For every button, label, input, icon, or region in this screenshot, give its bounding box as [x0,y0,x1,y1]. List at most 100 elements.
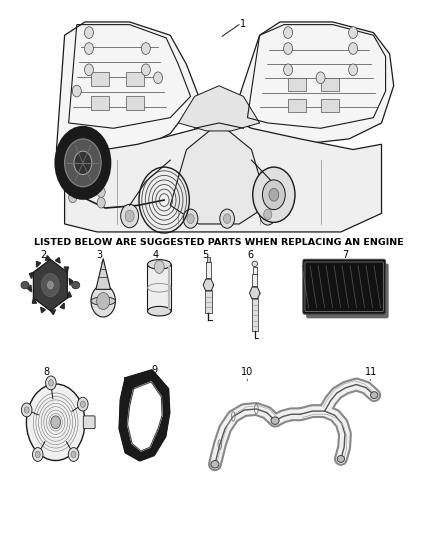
Polygon shape [67,292,71,298]
Circle shape [78,397,88,411]
Text: 9: 9 [151,366,157,375]
Text: 3: 3 [96,249,102,260]
Polygon shape [36,262,41,267]
Ellipse shape [211,461,219,468]
Circle shape [42,273,59,296]
Text: 11: 11 [365,367,378,376]
Circle shape [141,43,150,54]
Circle shape [220,209,234,228]
Polygon shape [50,310,56,314]
Polygon shape [69,279,73,285]
Circle shape [85,43,93,54]
Circle shape [55,127,110,199]
Polygon shape [96,259,110,289]
Circle shape [264,209,272,220]
Ellipse shape [72,281,80,289]
Polygon shape [120,370,170,461]
Polygon shape [127,382,162,451]
Circle shape [51,416,60,429]
Circle shape [72,85,81,97]
Circle shape [283,64,293,76]
Circle shape [97,197,105,208]
Bar [253,266,257,274]
Polygon shape [33,260,67,311]
Circle shape [154,72,162,84]
Polygon shape [60,303,64,309]
Circle shape [24,407,29,413]
Circle shape [349,64,357,76]
Circle shape [183,209,198,228]
Circle shape [141,64,150,76]
Bar [91,96,110,110]
Ellipse shape [91,297,115,305]
Polygon shape [41,307,46,313]
Circle shape [316,72,325,84]
Bar [91,72,110,86]
Bar [252,274,257,286]
Circle shape [69,192,77,203]
Ellipse shape [21,281,29,289]
Polygon shape [178,86,260,131]
Bar [148,264,171,311]
Circle shape [283,27,293,38]
FancyBboxPatch shape [83,416,95,429]
Text: 7: 7 [342,249,348,260]
Circle shape [253,167,295,222]
Circle shape [260,204,276,225]
Circle shape [187,214,194,223]
Polygon shape [170,123,268,224]
Circle shape [97,293,110,310]
Bar [321,78,339,91]
Text: LISTED BELOW ARE SUGGESTED PARTS WHEN REPLACING AN ENGINE: LISTED BELOW ARE SUGGESTED PARTS WHEN RE… [34,238,404,247]
Circle shape [64,139,101,187]
Circle shape [21,403,32,417]
Circle shape [223,214,231,223]
Polygon shape [64,118,381,232]
Circle shape [85,64,93,76]
Circle shape [125,210,134,222]
Circle shape [97,187,105,197]
Ellipse shape [148,306,171,316]
Polygon shape [250,287,260,299]
Circle shape [269,188,279,201]
Circle shape [71,451,76,458]
Circle shape [349,27,357,38]
Bar [205,262,211,278]
Bar [126,96,144,110]
Bar [288,99,306,112]
Bar [321,99,339,112]
Ellipse shape [148,260,171,269]
Polygon shape [29,272,33,279]
Circle shape [91,285,115,317]
Circle shape [262,180,285,209]
Polygon shape [239,22,394,144]
Circle shape [155,261,164,273]
Circle shape [69,181,77,192]
Circle shape [81,401,85,407]
Text: 5: 5 [202,249,208,260]
Circle shape [349,43,357,54]
Bar [205,290,212,313]
Text: 1: 1 [240,19,246,29]
Bar [207,257,210,262]
Text: 2: 2 [40,249,46,260]
Circle shape [74,151,92,174]
Bar [288,78,306,91]
Polygon shape [46,256,50,261]
Circle shape [47,281,53,289]
Ellipse shape [337,456,345,463]
Circle shape [26,384,85,461]
Bar [252,298,258,332]
Circle shape [46,376,56,390]
Circle shape [85,27,93,38]
Polygon shape [28,285,32,292]
Circle shape [121,204,138,228]
Text: 10: 10 [240,367,253,376]
Polygon shape [64,267,68,272]
Ellipse shape [271,417,279,424]
Ellipse shape [252,261,258,266]
Text: 6: 6 [247,249,254,260]
Circle shape [32,448,43,462]
Circle shape [35,451,40,458]
Polygon shape [32,298,37,303]
